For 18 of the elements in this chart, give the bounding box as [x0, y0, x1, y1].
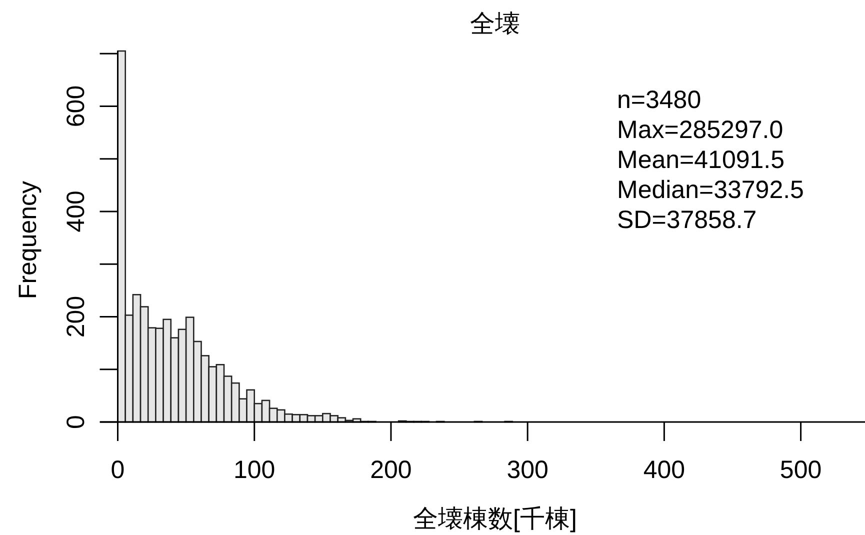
y-tick-label: 200 — [62, 296, 90, 338]
annotation: Mean=41091.5 — [617, 146, 785, 174]
x-tick-label: 300 — [506, 456, 548, 484]
annotation: SD=37858.7 — [617, 206, 757, 234]
annotation: n=3480 — [617, 86, 702, 114]
x-tick-label: 500 — [780, 456, 822, 484]
y-tick-label: 400 — [62, 190, 90, 232]
annotation: Median=33792.5 — [617, 176, 804, 204]
x-tick-label: 100 — [234, 456, 276, 484]
x-axis-title: 全壊棟数[千棟] — [413, 505, 577, 533]
y-tick-label: 600 — [62, 85, 90, 128]
annotation: Max=285297.0 — [617, 116, 784, 144]
chart-title: 全壊 — [470, 10, 520, 38]
x-tick-label: 400 — [643, 456, 686, 484]
y-tick-label: 0 — [62, 415, 90, 429]
x-tick-label: 200 — [370, 456, 412, 484]
x-tick-label: 0 — [110, 456, 125, 484]
y-axis-title: Frequency — [14, 180, 42, 300]
